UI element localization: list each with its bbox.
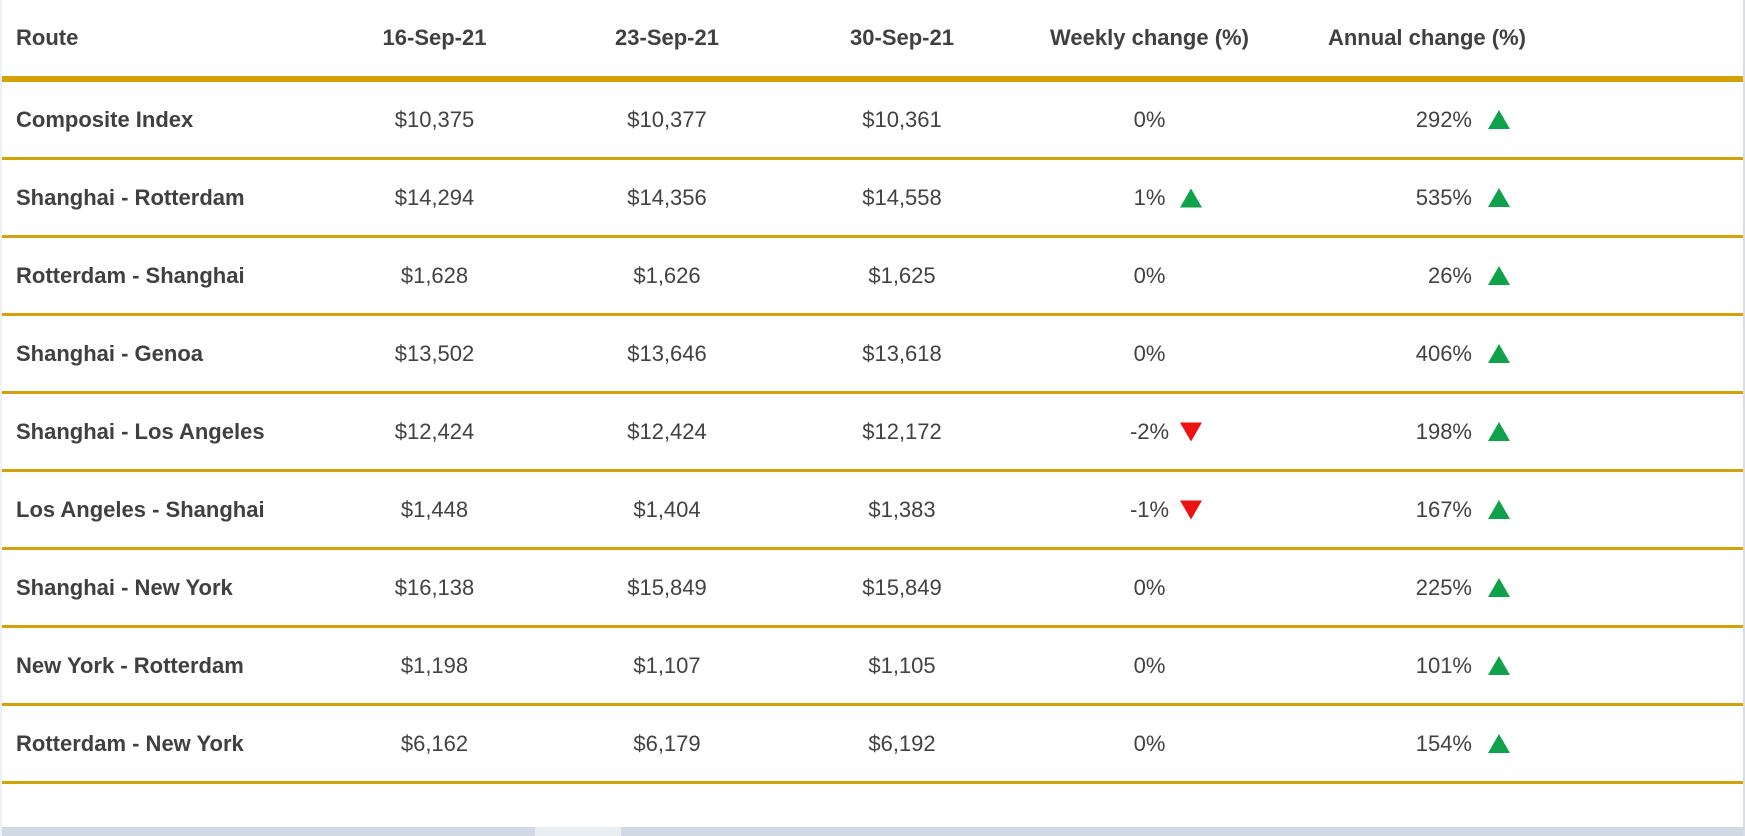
weekly-change-value: -1%: [1129, 496, 1170, 522]
rate-cell: $1,448: [400, 496, 469, 522]
rate-cell: $1,105: [868, 652, 936, 678]
route-cell: Shanghai - Los Angeles: [16, 418, 265, 444]
rate-cell: $10,377: [627, 106, 707, 132]
weekly-change-value: 0%: [1133, 106, 1166, 132]
rate-cell: $1,626: [633, 262, 701, 288]
rate-cell: $1,107: [633, 652, 701, 678]
rate-cell: $12,172: [862, 418, 942, 444]
route-cell: Composite Index: [16, 106, 194, 132]
up-triangle-icon: [1488, 500, 1510, 519]
annual-change-cell: 198%: [1415, 418, 1472, 444]
rate-cell: $1,628: [400, 262, 469, 288]
weekly-change-cell: 1%: [1017, 185, 1282, 211]
weekly-change-value: 0%: [1133, 574, 1166, 600]
up-triangle-icon: [1488, 734, 1510, 753]
table-row: Rotterdam - New York $6,162 $6,179 $6,19…: [2, 706, 1743, 784]
table-row: Composite Index $10,375 $10,377 $10,361 …: [2, 82, 1743, 160]
weekly-change-cell: 0%: [1017, 107, 1282, 133]
weekly-change-value: 0%: [1133, 730, 1166, 756]
annual-change-cell: 225%: [1415, 574, 1472, 600]
route-cell: Rotterdam - Shanghai: [16, 262, 245, 288]
column-header-weekly-change: Weekly change (%): [1050, 25, 1249, 50]
rate-cell: $16,138: [394, 574, 475, 600]
rate-cell: $14,294: [394, 184, 475, 210]
up-triangle-icon: [1488, 266, 1510, 285]
up-triangle-icon: [1488, 344, 1510, 363]
rate-cell: $12,424: [394, 418, 475, 444]
up-triangle-icon: [1488, 422, 1510, 441]
up-triangle-icon: [1488, 578, 1510, 597]
right-page-border: [1743, 0, 1745, 836]
table-row: Shanghai - Los Angeles $12,424 $12,424 $…: [2, 394, 1743, 472]
table-row: Shanghai - Rotterdam $14,294 $14,356 $14…: [2, 160, 1743, 238]
column-header-date-2: 23-Sep-21: [615, 25, 719, 50]
left-page-border: [0, 0, 2, 836]
weekly-change-cell: -1%: [1017, 497, 1282, 523]
weekly-change-value: 0%: [1133, 340, 1166, 366]
route-cell: Shanghai - Rotterdam: [16, 184, 245, 210]
weekly-change-cell: -2%: [1017, 419, 1282, 445]
annual-change-cell: 26%: [1427, 262, 1472, 288]
table-row: Shanghai - Genoa $13,502 $13,646 $13,618…: [2, 316, 1743, 394]
up-triangle-icon: [1488, 110, 1510, 129]
column-header-date-3: 30-Sep-21: [850, 25, 954, 50]
route-cell: Rotterdam - New York: [16, 730, 244, 756]
weekly-change-triangle-icon: [1179, 500, 1202, 519]
rate-cell: $13,618: [862, 340, 942, 366]
rate-cell: $6,179: [633, 730, 701, 756]
column-header-route: Route: [16, 25, 79, 50]
weekly-change-triangle-icon: [1179, 188, 1202, 207]
rate-cell: $1,404: [633, 496, 701, 522]
table-row: Shanghai - New York $16,138 $15,849 $15,…: [2, 550, 1743, 628]
table-row: Rotterdam - Shanghai $1,628 $1,626 $1,62…: [2, 238, 1743, 316]
rate-cell: $13,646: [627, 340, 707, 366]
up-triangle-icon: [1488, 656, 1510, 675]
annual-change-cell: 292%: [1415, 106, 1472, 132]
rate-cell: $1,383: [868, 496, 936, 522]
annual-change-cell: 154%: [1415, 730, 1472, 756]
rate-cell: $14,356: [627, 184, 707, 210]
table-header-row: Route 16-Sep-21 23-Sep-21 30-Sep-21 Week…: [2, 0, 1743, 82]
rate-cell: $12,424: [627, 418, 707, 444]
weekly-change-cell: 0%: [1017, 263, 1282, 289]
column-header-annual-change: Annual change (%): [1327, 25, 1526, 50]
rate-cell: $1,198: [400, 652, 469, 678]
rate-cell: $1,625: [868, 262, 936, 288]
weekly-change-value: 0%: [1133, 652, 1166, 678]
route-cell: Shanghai - New York: [16, 574, 233, 600]
rate-cell: $10,361: [862, 106, 942, 132]
rate-cell: $10,375: [394, 106, 475, 132]
page-bottom-band: [0, 827, 1745, 836]
route-cell: New York - Rotterdam: [16, 652, 244, 678]
weekly-change-value: 1%: [1133, 184, 1166, 210]
weekly-change-cell: 0%: [1017, 731, 1282, 757]
weekly-change-value: 0%: [1133, 262, 1166, 288]
up-triangle-icon: [1488, 188, 1510, 207]
annual-change-cell: 406%: [1415, 340, 1472, 366]
route-cell: Los Angeles - Shanghai: [16, 496, 265, 522]
table-row: New York - Rotterdam $1,198 $1,107 $1,10…: [2, 628, 1743, 706]
route-cell: Shanghai - Genoa: [16, 340, 204, 366]
rate-cell: $6,162: [400, 730, 469, 756]
annual-change-cell: 535%: [1415, 184, 1472, 210]
rate-cell: $13,502: [394, 340, 475, 366]
weekly-change-cell: 0%: [1017, 575, 1282, 601]
rate-cell: $15,849: [862, 574, 942, 600]
rate-cell: $6,192: [868, 730, 936, 756]
table-row: Los Angeles - Shanghai $1,448 $1,404 $1,…: [2, 472, 1743, 550]
rate-cell: $15,849: [627, 574, 707, 600]
page-bottom-band-light-segment: [535, 827, 621, 836]
rate-cell: $14,558: [862, 184, 942, 210]
column-header-date-1: 16-Sep-21: [382, 25, 487, 50]
weekly-change-cell: 0%: [1017, 653, 1282, 679]
weekly-change-cell: 0%: [1017, 341, 1282, 367]
freight-rates-table: Route 16-Sep-21 23-Sep-21 30-Sep-21 Week…: [2, 0, 1743, 784]
weekly-change-value: -2%: [1129, 418, 1170, 444]
annual-change-cell: 167%: [1415, 496, 1472, 522]
weekly-change-triangle-icon: [1179, 422, 1202, 441]
annual-change-cell: 101%: [1415, 652, 1472, 678]
